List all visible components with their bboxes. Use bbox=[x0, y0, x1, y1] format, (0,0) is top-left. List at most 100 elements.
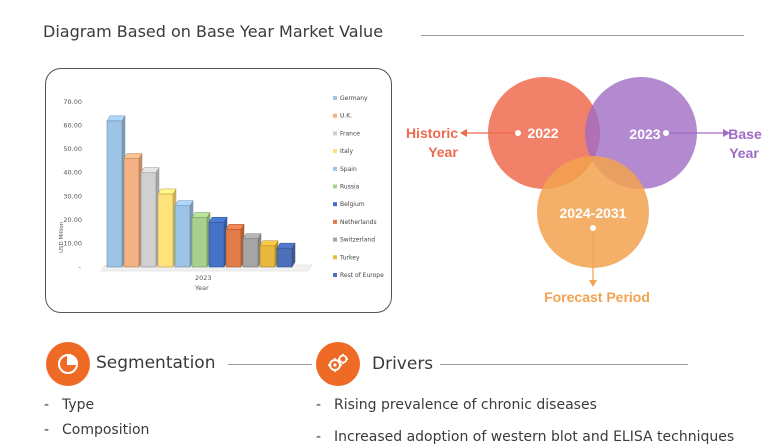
bar-front bbox=[225, 228, 242, 268]
legend-label: Belgium bbox=[340, 201, 365, 208]
chart-frame bbox=[45, 68, 392, 313]
bar bbox=[225, 223, 245, 268]
bar-top bbox=[225, 224, 245, 230]
bar bbox=[208, 216, 228, 268]
y-axis-label: USD Million bbox=[59, 221, 65, 253]
bar-front bbox=[123, 158, 140, 268]
y-tick-label: 50.00 bbox=[63, 145, 82, 153]
bar-top bbox=[259, 240, 279, 247]
legend-label: U.K. bbox=[340, 113, 352, 120]
legend-swatch bbox=[333, 149, 337, 154]
legend-swatch bbox=[333, 202, 337, 207]
chart-bars bbox=[106, 114, 296, 268]
legend-item: Netherlands bbox=[333, 219, 377, 226]
segmentation-item: - Type bbox=[44, 397, 95, 413]
legend-item: U.K. bbox=[333, 113, 352, 120]
driver-item: - Increased adoption of western blot and … bbox=[316, 429, 735, 445]
legend-label: Netherlands bbox=[340, 219, 377, 226]
bar bbox=[242, 232, 262, 268]
base-year-value: 2023 bbox=[629, 126, 660, 142]
bar-top bbox=[191, 212, 211, 218]
bar bbox=[276, 242, 296, 268]
page-title: Diagram Based on Base Year Market Value bbox=[43, 22, 384, 41]
legend-item: Russia bbox=[333, 184, 360, 191]
bar bbox=[157, 188, 177, 268]
legend-label: Russia bbox=[340, 184, 360, 191]
gears-icon bbox=[316, 342, 360, 386]
bar-front bbox=[208, 221, 225, 268]
base-label-line2: Year bbox=[729, 145, 759, 161]
bar-top bbox=[242, 233, 262, 239]
legend-label: Switzerland bbox=[340, 237, 375, 244]
bar bbox=[174, 199, 194, 268]
bar bbox=[106, 114, 126, 268]
legend-swatch bbox=[333, 255, 337, 260]
drivers-title: Drivers bbox=[372, 354, 434, 374]
bar-front bbox=[191, 217, 208, 268]
legend-label: Spain bbox=[340, 166, 357, 173]
legend-label: Rest of Europe bbox=[340, 272, 384, 279]
historic-label-line1: Historic bbox=[406, 125, 458, 141]
base-label-line1: Base bbox=[728, 126, 762, 142]
year-venn-diagram: 2022 2023 2024-2031 Historic Year Base Y… bbox=[406, 77, 762, 305]
legend-label: Turkey bbox=[339, 254, 360, 261]
legend-swatch bbox=[333, 273, 337, 277]
forecast-period-value: 2024-2031 bbox=[560, 205, 627, 221]
x-tick-label: 2023 bbox=[195, 274, 212, 282]
segmentation-item: - Composition bbox=[44, 422, 150, 438]
y-tick-label: 40.00 bbox=[63, 169, 82, 177]
segmentation-title: Segmentation bbox=[96, 353, 216, 373]
bar-front bbox=[174, 205, 191, 268]
legend-swatch bbox=[333, 131, 337, 136]
bar-top bbox=[174, 200, 194, 206]
legend-swatch bbox=[333, 113, 337, 118]
legend-swatch bbox=[333, 166, 337, 171]
driver-item: - Rising prevalence of chronic diseases bbox=[316, 397, 597, 413]
bar-top bbox=[123, 153, 143, 159]
segmentation-item-label: Composition bbox=[62, 422, 150, 438]
bar-front bbox=[259, 245, 276, 268]
historic-arrow-head bbox=[460, 129, 467, 137]
bar bbox=[259, 239, 279, 268]
legend-swatch bbox=[333, 184, 337, 189]
bar-top bbox=[276, 242, 296, 249]
forecast-arrow-head bbox=[589, 280, 597, 287]
bar-top bbox=[140, 167, 160, 173]
legend-swatch bbox=[333, 237, 337, 242]
y-tick-label: - bbox=[79, 263, 82, 271]
legend-label: Italy bbox=[340, 148, 353, 155]
driver-item-label: Rising prevalence of chronic diseases bbox=[334, 397, 597, 413]
y-tick-label: 20.00 bbox=[63, 216, 82, 224]
segmentation-divider bbox=[228, 364, 312, 365]
pie-chart-icon bbox=[46, 342, 90, 386]
historic-dot bbox=[515, 130, 521, 136]
legend-item: Germany bbox=[333, 95, 368, 102]
legend-swatch bbox=[333, 219, 337, 224]
base-dot bbox=[663, 130, 669, 136]
forecast-label: Forecast Period bbox=[544, 289, 650, 305]
bar-front bbox=[157, 193, 174, 268]
y-tick-label: 10.00 bbox=[63, 239, 82, 247]
bar bbox=[123, 152, 143, 268]
bar-top bbox=[106, 115, 126, 122]
bar-top bbox=[157, 188, 177, 195]
bar bbox=[140, 166, 160, 268]
x-axis-label: Year bbox=[194, 284, 209, 292]
legend-swatch bbox=[333, 96, 337, 100]
historic-year-value: 2022 bbox=[527, 125, 558, 141]
bar-chart: 70.00 60.00 50.00 40.00 30.00 20.00 10.00 - USD… bbox=[59, 95, 384, 292]
bar-front bbox=[140, 172, 157, 268]
title-divider bbox=[421, 35, 744, 36]
legend-item: Italy bbox=[333, 148, 353, 155]
y-tick-label: 30.00 bbox=[63, 192, 82, 200]
legend-item: Belgium bbox=[333, 201, 365, 208]
forecast-period-circle bbox=[537, 156, 649, 268]
y-tick-label: 60.00 bbox=[63, 122, 82, 130]
bar-front bbox=[106, 120, 123, 268]
legend-item: Turkey bbox=[333, 254, 360, 261]
legend-item: Rest of Europe bbox=[333, 272, 384, 279]
bar-top bbox=[208, 216, 228, 223]
bar-front bbox=[276, 247, 293, 268]
base-arrow-head bbox=[723, 129, 730, 137]
bar bbox=[191, 211, 211, 268]
